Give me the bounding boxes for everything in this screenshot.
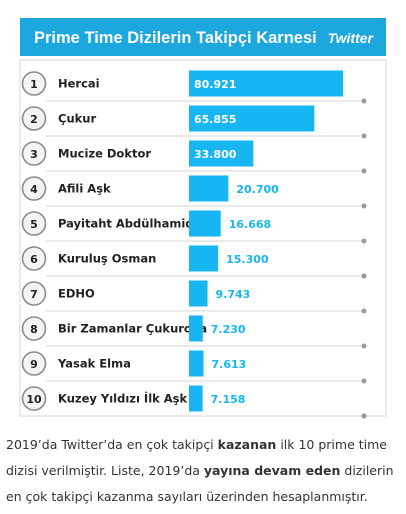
category-label: Afili Aşk xyxy=(58,182,111,196)
rank-badge xyxy=(21,246,47,271)
rank-number: 7 xyxy=(30,288,38,301)
row-separator-dot xyxy=(361,273,367,279)
value-label: 7.230 xyxy=(211,323,246,336)
row-separator-dot xyxy=(361,238,367,244)
chart-area: Prime Time Dizilerin Takipçi Karnesi Twit… xyxy=(19,18,387,419)
value-label: 7.158 xyxy=(211,393,246,406)
rank-number: 1 xyxy=(30,78,38,91)
chart-row: 8 Bir Zamanlar Çukurova 7.230 xyxy=(21,315,367,349)
category-label: Çukur xyxy=(58,112,96,126)
value-label: 7.613 xyxy=(211,358,246,371)
category-label: Payitaht Abdülhamid xyxy=(58,217,194,231)
caption-bold-2: yayına devam eden xyxy=(203,463,341,478)
caption-text-1: 2019’da Twitter’da en çok takipçi xyxy=(6,437,218,452)
value-label: 16.668 xyxy=(229,218,271,231)
value-label: 20.700 xyxy=(236,183,279,196)
category-label: Hercai xyxy=(58,77,100,91)
rank-badge xyxy=(21,176,47,201)
bar xyxy=(189,315,203,342)
rank-badge xyxy=(21,71,47,96)
value-label: 15.300 xyxy=(226,253,269,266)
category-label: Bir Zamanlar Çukurova xyxy=(58,322,207,336)
rank-number: 6 xyxy=(30,253,38,266)
rank-badge xyxy=(21,351,47,376)
chart-row: 9 Yasak Elma 7.613 xyxy=(21,350,367,384)
value-label: 9.743 xyxy=(216,288,251,301)
chart-title-group: Prime Time Dizilerin Takipçi Karnesi Twit… xyxy=(20,18,386,56)
bar xyxy=(189,105,315,132)
category-label: Mucize Doktor xyxy=(58,147,151,161)
bar xyxy=(189,175,229,202)
row-separator-dot xyxy=(361,203,367,209)
row-separator-dot xyxy=(361,343,367,349)
rank-number: 10 xyxy=(26,393,42,406)
caption-text-3: dizilerin en çok takipçi kazanma sayılar… xyxy=(6,463,394,504)
row-separator-dot xyxy=(361,133,367,139)
rank-number: 3 xyxy=(30,148,38,161)
rank-number: 5 xyxy=(30,218,38,231)
bar xyxy=(189,280,208,307)
chart-row: 4 Afili Aşk 20.700 xyxy=(21,175,367,209)
bar xyxy=(189,385,203,412)
twitter-badge: Twitter xyxy=(328,30,375,46)
chart-row: 5 Payitaht Abdülhamid 16.668 xyxy=(21,210,367,244)
value-label: 33.800 xyxy=(194,148,237,161)
chart-row: 7 EDHO 9.743 xyxy=(21,280,367,314)
chart-row: 3 Mucize Doktor 33.800 xyxy=(21,140,367,174)
title-banner xyxy=(20,18,386,56)
row-separator-dot xyxy=(361,308,367,314)
value-label: 80.921 xyxy=(194,78,236,91)
caption-paragraph: 2019’da Twitter’da en çok takipçi kazana… xyxy=(6,432,402,510)
rank-badge xyxy=(21,386,47,411)
chart-row: 1 Hercai 80.921 xyxy=(21,70,367,104)
row-separator-dot xyxy=(361,378,367,384)
row-separator-dot xyxy=(361,413,367,419)
rank-badge xyxy=(21,316,47,341)
rank-badge xyxy=(21,211,47,236)
rank-number: 4 xyxy=(30,183,38,196)
chart-row: 2 Çukur 65.855 xyxy=(21,105,367,139)
rank-number: 8 xyxy=(30,323,38,336)
rank-badge xyxy=(21,281,47,306)
chart-title: Prime Time Dizilerin Takipçi Karnesi xyxy=(34,29,317,47)
row-separator-dot xyxy=(361,98,367,104)
chart-row: 6 Kuruluş Osman 15.300 xyxy=(21,245,367,279)
caption-text-2: ilk 10 prime time dizisi verilmiştir. Li… xyxy=(6,437,387,478)
caption-bold-1: kazanan xyxy=(217,437,277,452)
category-label: Yasak Elma xyxy=(57,357,131,371)
rank-number: 9 xyxy=(30,358,38,371)
rank-badge xyxy=(21,141,47,166)
rank-badge xyxy=(21,106,47,131)
category-label: EDHO xyxy=(58,287,95,301)
chart-row: 10 Kuzey Yıldızı İlk Aşk 7.158 xyxy=(21,385,367,419)
bar xyxy=(189,140,254,167)
row-separator-dot xyxy=(361,168,367,174)
bar xyxy=(189,350,204,377)
category-label: Kuzey Yıldızı İlk Aşk xyxy=(58,391,188,406)
rank-number: 2 xyxy=(30,113,38,126)
category-label: Kuruluş Osman xyxy=(58,252,156,266)
bar xyxy=(189,210,221,237)
value-label: 65.855 xyxy=(194,113,236,126)
bar xyxy=(189,245,219,272)
bar xyxy=(189,70,343,97)
